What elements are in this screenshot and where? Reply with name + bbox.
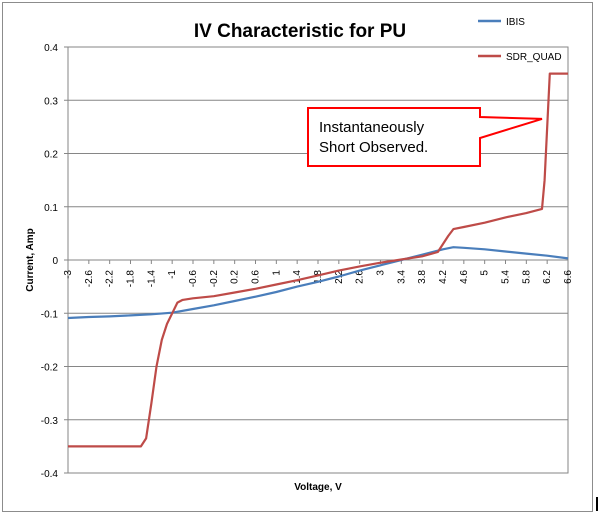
chart-title: IV Characteristic for PU bbox=[194, 21, 406, 42]
y-tick-label: 0 bbox=[52, 256, 58, 267]
y-tick-label: -0.2 bbox=[41, 363, 59, 374]
x-tick-label: -1.4 bbox=[146, 270, 157, 288]
x-tick-label: -2.2 bbox=[105, 270, 116, 288]
x-tick-label: -0.6 bbox=[188, 270, 199, 288]
callout-text-line-1: Instantaneously bbox=[319, 119, 425, 136]
y-tick-label: 0.1 bbox=[44, 203, 58, 214]
y-tick-label: 0.2 bbox=[44, 150, 58, 161]
x-tick-label: 0.6 bbox=[251, 270, 262, 284]
x-tick-label: 2.6 bbox=[355, 270, 366, 284]
series-line-sdr-quad bbox=[68, 72, 568, 448]
x-tick-label: 3.8 bbox=[417, 270, 428, 284]
x-tick-label: -1.8 bbox=[126, 270, 137, 288]
legend: IBIS SDR_QUAD bbox=[478, 17, 562, 63]
callout-text-line-2: Short Observed. bbox=[319, 139, 428, 156]
y-axis-label: Current, Amp bbox=[25, 228, 36, 292]
x-tick-label: 3.4 bbox=[396, 270, 407, 284]
x-tick-label: 5.8 bbox=[521, 270, 532, 284]
x-tick-label: 4.2 bbox=[438, 270, 449, 284]
text-cursor bbox=[596, 497, 598, 511]
x-tick-label: 6.6 bbox=[563, 270, 574, 284]
x-tick-label: 6.2 bbox=[542, 270, 553, 284]
y-tick-label: 0.4 bbox=[44, 43, 58, 54]
series-line-ibis bbox=[67, 246, 569, 320]
x-tick-label: 3 bbox=[376, 270, 387, 276]
x-tick-label: 5.4 bbox=[501, 270, 512, 284]
y-tick-label: -0.1 bbox=[41, 309, 59, 320]
series-lines bbox=[67, 72, 569, 448]
legend-label-sdr-quad: SDR_QUAD bbox=[506, 52, 562, 63]
y-tick-label: -0.3 bbox=[41, 416, 59, 427]
callout-box bbox=[307, 107, 543, 167]
chart-frame bbox=[2, 2, 593, 512]
x-tick-label: 5 bbox=[480, 270, 491, 276]
legend-label-ibis: IBIS bbox=[506, 17, 525, 28]
x-tick-label: 4.6 bbox=[459, 270, 470, 284]
x-tick-label: 0.2 bbox=[230, 270, 241, 284]
y-tick-label: 0.3 bbox=[44, 96, 58, 107]
x-tick-label: -1 bbox=[167, 270, 178, 279]
x-tick-label: 1.8 bbox=[313, 270, 324, 284]
x-axis-label: Voltage, V bbox=[294, 482, 342, 493]
x-tick-label: -3 bbox=[63, 270, 74, 279]
x-tick-label: 1 bbox=[271, 270, 282, 276]
x-axis-ticks: -3 -2.6 -2.2 -1.8 -1.4 -1 -0.6 -0.2 0.2 0.6 1 1.4 1.… bbox=[63, 260, 574, 287]
x-tick-label: 1.4 bbox=[292, 270, 303, 284]
x-tick-label: -2.6 bbox=[84, 270, 95, 288]
y-tick-label: -0.4 bbox=[41, 469, 59, 480]
x-tick-label: -0.2 bbox=[209, 270, 220, 288]
y-axis-ticks: -0.4 -0.3 -0.2 -0.1 0 0.1 0.2 0.3 0.4 bbox=[41, 43, 68, 480]
annotation-callout: Instantaneously Short Observed. bbox=[307, 107, 543, 167]
